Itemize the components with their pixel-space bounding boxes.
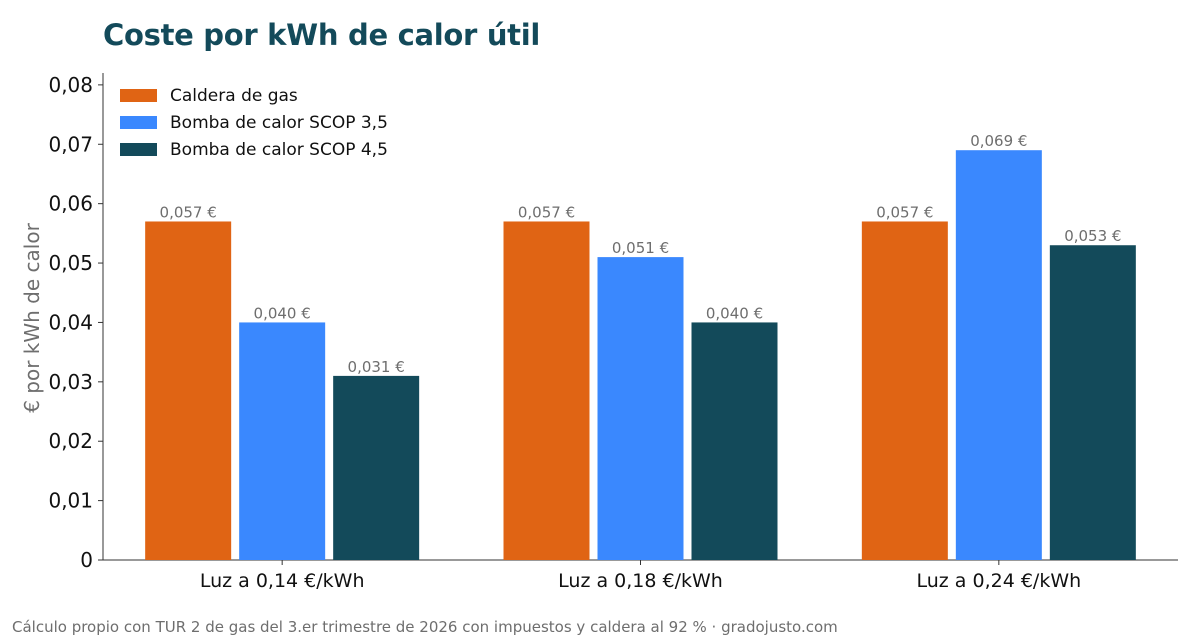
bar (597, 257, 684, 560)
x-tick-label: Luz a 0,18 €/kWh (558, 570, 723, 592)
legend-label: Caldera de gas (170, 86, 298, 106)
y-tick-label: 0,04 (48, 310, 93, 334)
bar (691, 322, 778, 560)
bar-value-label: 0,031 € (348, 358, 405, 376)
y-tick-label: 0,06 (48, 192, 93, 216)
legend-swatch (120, 89, 157, 102)
bar (333, 375, 420, 560)
bar (239, 322, 326, 560)
bar (145, 221, 232, 560)
bar-value-label: 0,069 € (970, 132, 1027, 150)
bar-value-label: 0,051 € (612, 239, 669, 257)
bar-value-label: 0,057 € (876, 203, 933, 221)
x-tick-label: Luz a 0,14 €/kWh (200, 570, 365, 592)
bar-value-label: 0,057 € (160, 203, 217, 221)
legend-label: Bomba de calor SCOP 4,5 (170, 140, 388, 160)
legend-swatch (120, 143, 157, 156)
x-tick-label: Luz a 0,24 €/kWh (917, 570, 1082, 592)
bar (861, 221, 948, 560)
bar-value-label: 0,057 € (518, 203, 575, 221)
y-tick-label: 0 (80, 548, 93, 572)
legend-swatch (120, 116, 157, 129)
bar (1049, 245, 1136, 561)
y-tick-label: 0,03 (48, 370, 93, 394)
y-tick-label: 0,08 (48, 73, 93, 97)
legend-label: Bomba de calor SCOP 3,5 (170, 113, 388, 133)
bar-chart: 0 0,01 0,02 0,03 0,04 0,05 0,06 0,07 0,08 € por k… (20, 73, 1178, 592)
chart-title: Coste por kWh de calor útil (103, 18, 541, 52)
y-tick-label: 0,01 (48, 489, 93, 513)
y-axis-title: € por kWh de calor (20, 222, 44, 412)
source-footnote: Cálculo propio con TUR 2 de gas del 3.er… (12, 618, 838, 636)
bar-value-label: 0,053 € (1064, 227, 1121, 245)
bar (503, 221, 590, 560)
y-tick-label: 0,02 (48, 429, 93, 453)
bar-value-label: 0,040 € (706, 304, 763, 322)
bar-value-label: 0,040 € (254, 304, 311, 322)
y-tick-label: 0,05 (48, 251, 93, 275)
y-tick-label: 0,07 (48, 132, 93, 156)
bar (955, 150, 1042, 560)
